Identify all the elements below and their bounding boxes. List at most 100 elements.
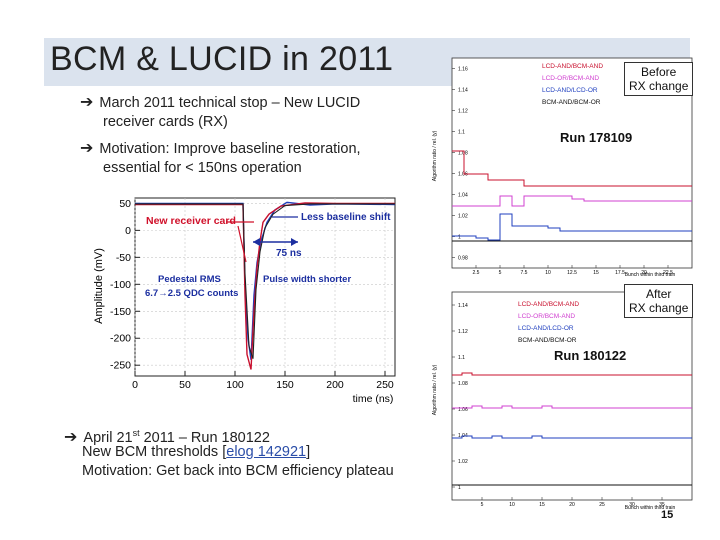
rt-xtick-label: 15 [593,270,599,276]
rt-ytick-label: 1.08 [458,151,468,157]
rb-legend-3: LCD-AND/LCD-OR [518,325,574,332]
ann-pedestal-2: 6.7→2.5 QDC counts [145,288,238,299]
bullet-3-prefix: April 21 [83,429,133,446]
before-label-box: Before RX change [624,62,694,96]
rb-xtick-label: 30 [629,502,635,508]
page-number: 15 [661,509,674,521]
pulse-xtick-label: 250 [376,379,394,391]
bullet-3-line3: Motivation: Get back into BCM efficiency… [82,463,394,479]
ann-new-card-arrow2 [237,225,247,263]
before-label-line2: RX change [629,79,689,93]
bullet-2-line2: essential for < 150ns operation [103,160,302,176]
rt-xtick-label: 12.5 [567,270,577,276]
rb-ytick-label: 1.1 [458,355,465,361]
rt-ylabel: Algorithm ratio / rel. (y) [432,130,438,181]
rt-legend-4: BCM-AND/BCM-OR [542,99,601,106]
pulse-ylabel: Amplitude (mV) [93,248,105,324]
pulse-ytick-label: 0 [125,225,131,237]
rt-ytick-label: 1.14 [458,88,468,94]
pulse-xtick-label: 200 [326,379,344,391]
mid-trace [135,203,395,359]
rt-xlabel: Bunch within third train [625,272,676,278]
rb-xtick-label: 15 [539,502,545,508]
rb-series-line [452,435,692,439]
pulse-xtick-label: 50 [179,379,191,391]
bullet-1-line2: receiver cards (RX) [103,114,228,130]
rt-run: Run 178109 [560,130,632,145]
rt-xtick-label: 2.5 [473,270,480,276]
rt-legend-2: LCD-OR/BCM-AND [542,75,599,82]
rb-xlabel: Bunch within third train [625,505,676,511]
pulse-xtick-label: 100 [226,379,244,391]
pulse-ytick-label: -250 [110,360,131,372]
rb-xtick-label: 35 [659,502,665,508]
new-card-trace [135,202,395,370]
rb-xtick-label: 20 [569,502,575,508]
pulse-xlabel: time (ns) [353,393,394,405]
rb-ylabel: Algorithm ratio / rel. (y) [432,364,438,415]
after-label-line1: After [646,287,672,301]
ann-new-card: New receiver card [146,215,236,227]
pulse-xtick-label: 0 [132,379,138,391]
elog-link[interactable]: elog 142921 [226,444,307,460]
arrow-icon: ➔ [80,94,94,111]
rt-xtick-label: 5 [499,270,502,276]
rt-ytick-label: 0.98 [458,256,468,262]
rb-ytick-label: 1.06 [458,407,468,413]
bullet-1-line1: March 2011 technical stop – New LUCID [99,95,361,111]
pulse-ytick-label: -150 [110,306,131,318]
rb-ytick-label: 1.08 [458,381,468,387]
arrow-icon: ➔ [64,428,78,446]
rt-ytick-label: 1.16 [458,67,468,73]
rb-series-line [452,372,692,376]
rb-legend-4: BCM-AND/BCM-OR [518,337,577,344]
rt-xtick-label: 22.5 [663,270,673,276]
before-label-line1: Before [641,65,677,79]
rt-ytick-label: 1.04 [458,193,468,199]
ann-less-shift: Less baseline shift [301,212,391,223]
bullet-3-sup: st [132,428,140,438]
ann-pulse-width: Pulse width shorter [263,274,351,285]
rb-xtick-label: 5 [481,502,484,508]
rt-xtick-label: 7.5 [521,270,528,276]
rb-run: Run 180122 [554,348,626,363]
pulse-ytick-label: -100 [110,279,131,291]
bullet-3-line2: New BCM thresholds [elog 142921] [82,443,310,461]
rt-series-line [452,150,692,187]
pulse-ytick-label: -200 [110,333,131,345]
ratio-plot-after: 1.141.121.11.081.061.041.021 5 10 15 20 25 30… [432,291,693,511]
rt-ytick-label: 1.12 [458,109,468,115]
pulse-xtick-label: 150 [276,379,294,391]
rt-xtick-label: 17.5 [615,270,625,276]
rt-series-line [452,213,692,241]
arrow-icon: ➔ [80,140,94,157]
rb-legend-2: LCD-OR/BCM-AND [518,313,575,320]
bullet-3-suffix: 2011 – Run 180122 [139,429,270,446]
rb-ytick-label: 1 [458,485,461,491]
pulse-ytick-label: -50 [116,252,131,264]
rb-ytick-label: 1.12 [458,329,468,335]
rt-xtick-label: 20 [641,270,647,276]
ann-pedestal-1: Pedestal RMS [158,274,221,285]
rb-ytick-label: 1.02 [458,459,468,465]
rt-legend-1: LCD-AND/BCM-AND [542,63,603,70]
rt-ytick-label: 1.02 [458,214,468,220]
rt-ytick-label: 1.1 [458,130,465,136]
after-label-box: After RX change [624,284,694,318]
rt-xtick-label: 10 [545,270,551,276]
ann-75ns-head-l [253,238,260,246]
ann-75ns-head-r [291,238,298,246]
slide-title: BCM & LUCID in 2011 [50,40,394,78]
rb-xtick-label: 25 [599,502,605,508]
rb-series-line [452,405,692,409]
rt-ytick-label: 1 [458,235,461,241]
bullet-3: ➔ April 21st 2011 – Run 180122 [64,424,270,447]
rb-ytick-label: 1.14 [458,303,468,309]
rt-ytick-label: 1.06 [458,172,468,178]
bullet-2: ➔ Motivation: Improve baseline restoratio… [80,140,361,158]
bullet-3-line2-close: ] [306,444,311,460]
rt-series-line [452,195,692,207]
after-label-line2: RX change [629,301,689,315]
ann-75ns: 75 ns [276,248,302,259]
pulse-plot: 50 0 -50 -100 -150 -200 -250 0 50 100 150 200 250 A… [93,197,396,405]
